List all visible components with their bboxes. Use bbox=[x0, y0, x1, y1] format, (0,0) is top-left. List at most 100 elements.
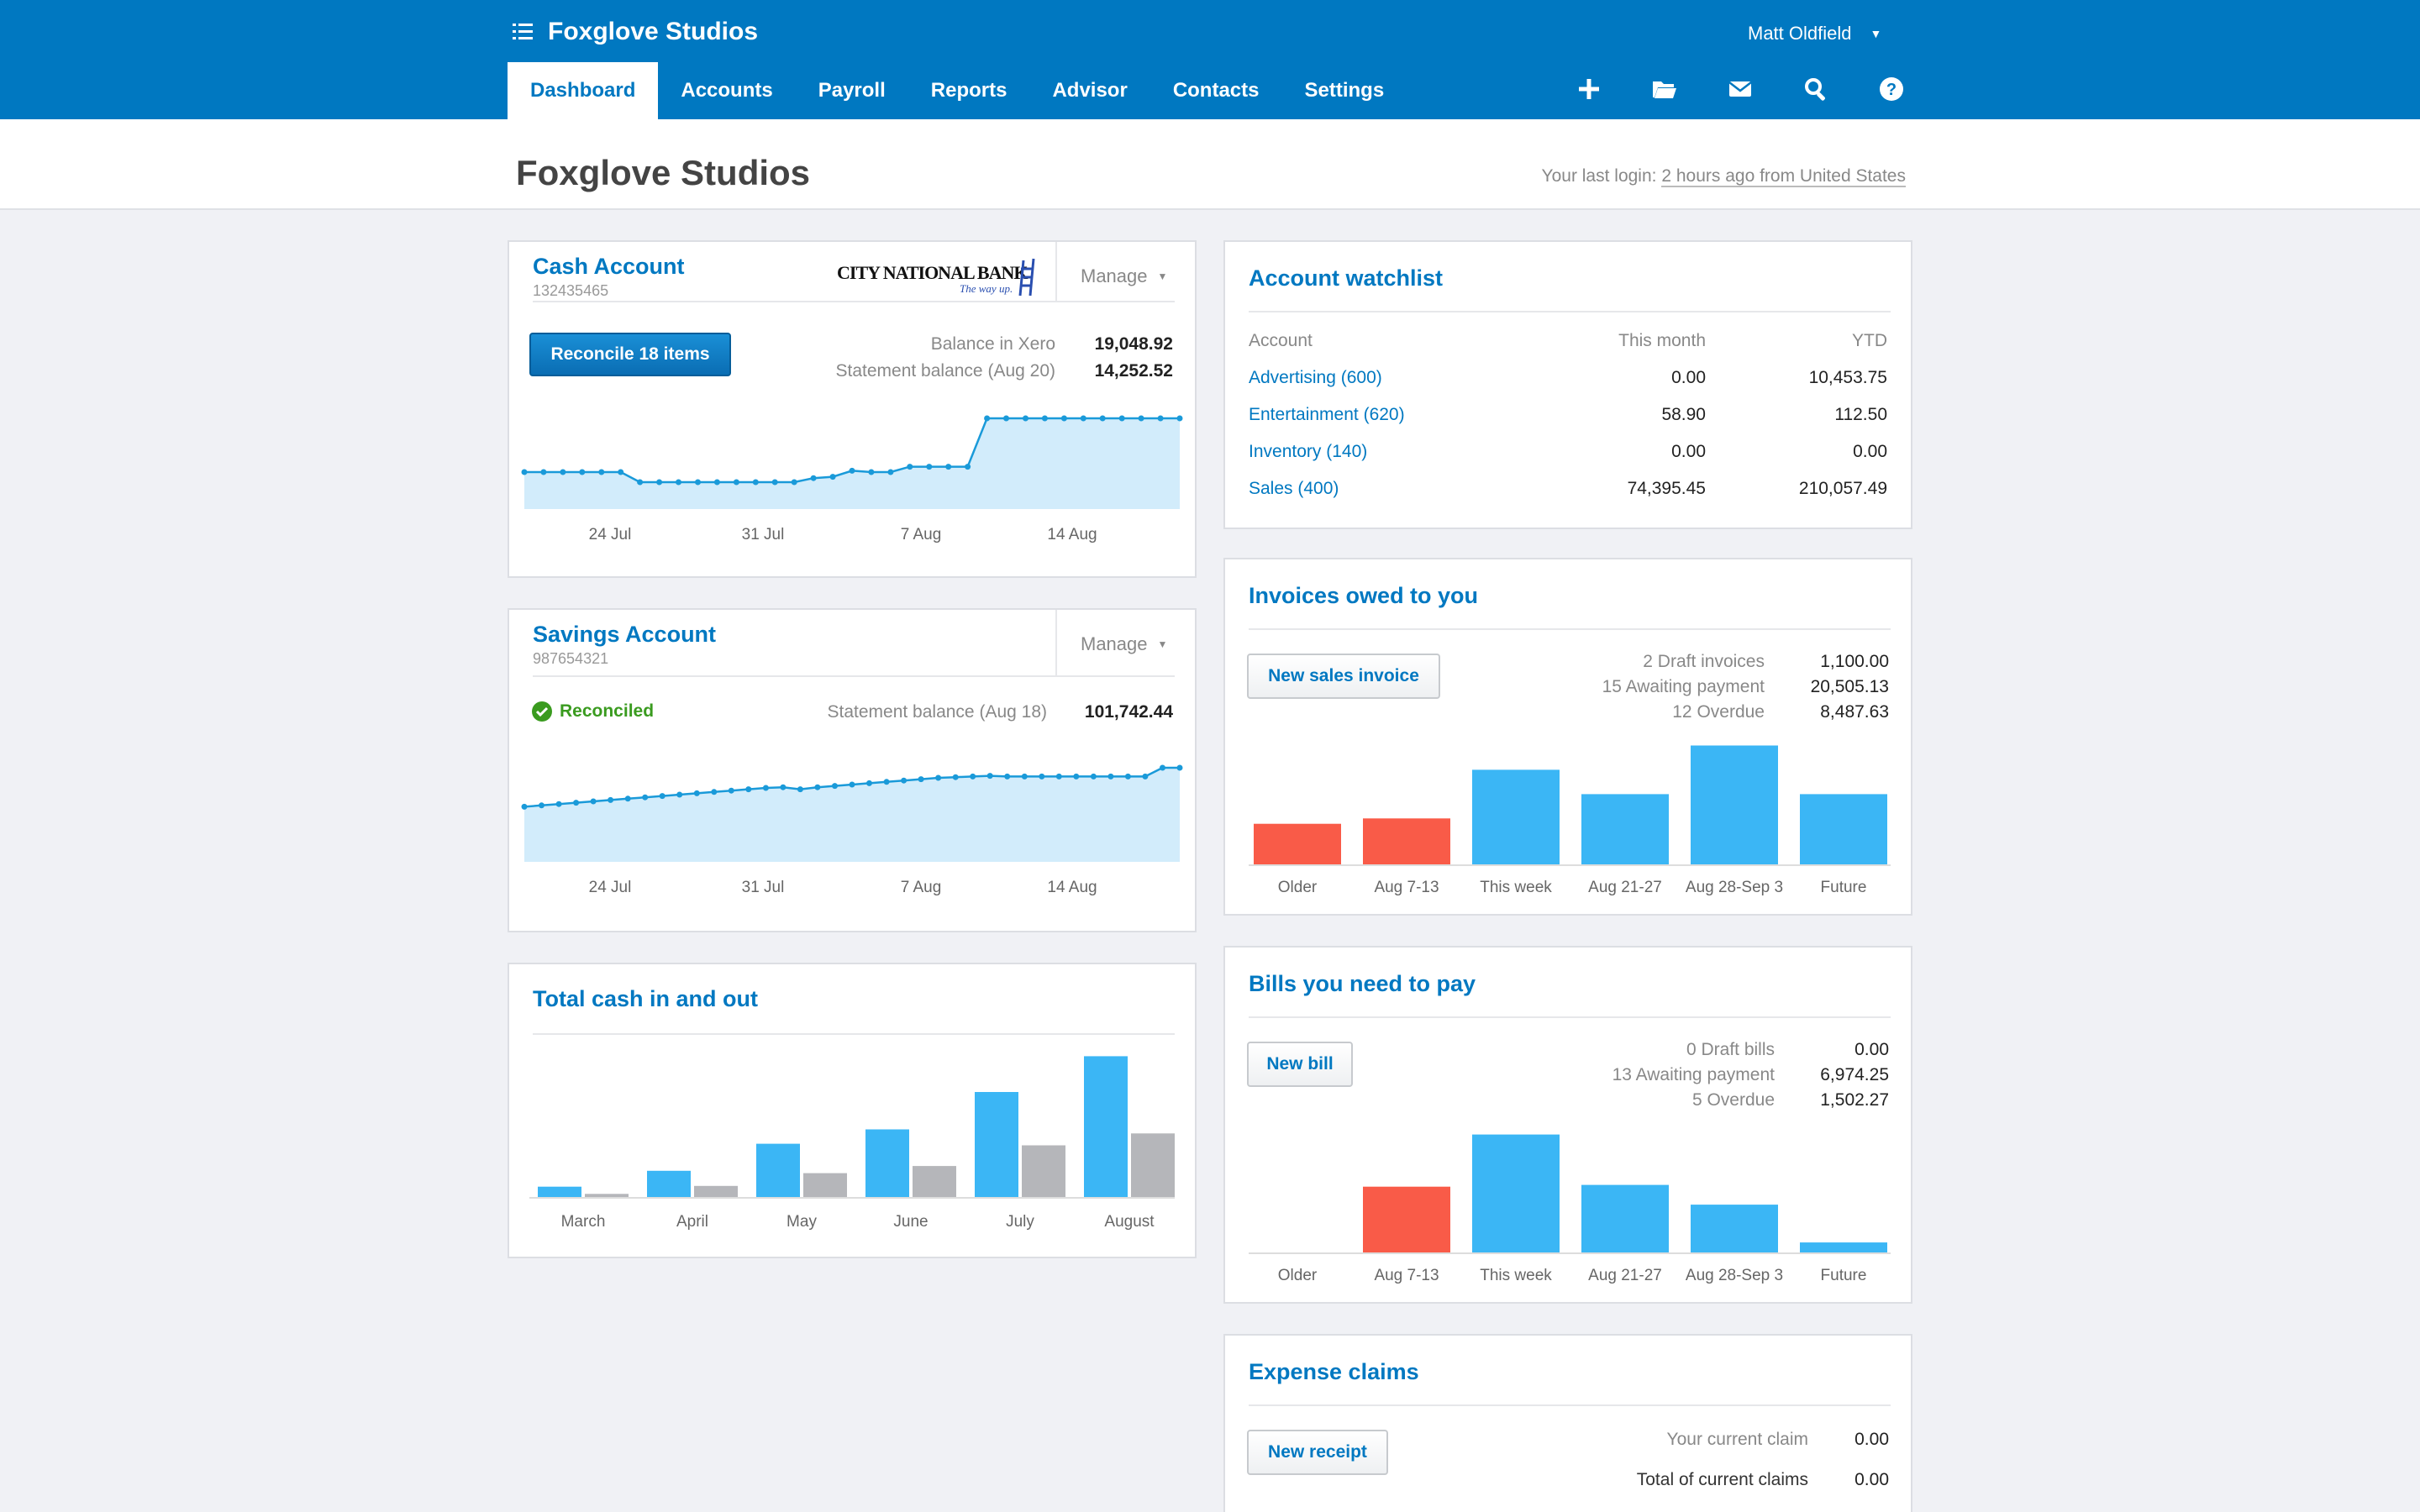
x-tick-label: Future bbox=[1821, 879, 1867, 896]
bar bbox=[1254, 823, 1341, 865]
chevron-down-icon: ▼ bbox=[1157, 270, 1168, 282]
tab-payroll[interactable]: Payroll bbox=[818, 79, 886, 102]
data-point bbox=[935, 774, 942, 781]
mail-icon[interactable] bbox=[1702, 69, 1778, 109]
data-point bbox=[745, 786, 752, 793]
data-point bbox=[1176, 415, 1183, 422]
divider bbox=[533, 301, 1175, 302]
data-point bbox=[676, 791, 683, 798]
new-bill-button[interactable]: New bill bbox=[1247, 1042, 1353, 1087]
watchlist-ytd: 210,057.49 bbox=[1798, 479, 1887, 498]
watchlist-title: Account watchlist bbox=[1249, 265, 1444, 291]
awaiting-payment-label[interactable]: 15 Awaiting payment bbox=[1602, 677, 1765, 696]
divider bbox=[1249, 1404, 1891, 1406]
data-point bbox=[521, 803, 528, 810]
watchlist-account-link[interactable]: Advertising (600) bbox=[1249, 368, 1382, 387]
cash-account-chart: 24 Jul 31 Jul 7 Aug 14 Aug bbox=[521, 415, 1183, 543]
data-point bbox=[642, 794, 649, 801]
savings-account-title[interactable]: Savings Account bbox=[533, 622, 717, 647]
data-point bbox=[1118, 415, 1125, 422]
x-tick-label: Aug 28-Sep 3 bbox=[1686, 879, 1783, 896]
data-point bbox=[986, 773, 993, 780]
bar bbox=[1472, 1134, 1560, 1253]
watchlist-account-link[interactable]: Entertainment (620) bbox=[1249, 405, 1405, 424]
plus-icon[interactable] bbox=[1551, 69, 1627, 109]
x-tick-label: This week bbox=[1480, 1267, 1552, 1284]
bar bbox=[975, 1092, 1018, 1198]
data-point bbox=[918, 776, 924, 783]
draft-invoices-value: 1,100.00 bbox=[1820, 652, 1889, 671]
expense-claims-title[interactable]: Expense claims bbox=[1249, 1359, 1419, 1384]
tab-contacts[interactable]: Contacts bbox=[1172, 79, 1260, 102]
watchlist-this-month: 58.90 bbox=[1661, 405, 1706, 424]
reconcile-button[interactable]: Reconcile 18 items bbox=[529, 333, 731, 376]
data-point bbox=[1041, 415, 1048, 422]
total-claims-label: Total of current claims bbox=[1636, 1470, 1808, 1489]
total-cash-title: Total cash in and out bbox=[533, 986, 759, 1011]
bills-title[interactable]: Bills you need to pay bbox=[1249, 971, 1476, 996]
last-login-label: Your last login: bbox=[1541, 166, 1657, 186]
x-tick-label: Aug 21-27 bbox=[1588, 1267, 1662, 1284]
x-tick-label: June bbox=[893, 1213, 928, 1231]
divider bbox=[533, 1033, 1175, 1035]
data-point bbox=[849, 467, 855, 474]
savings-account-chart: 24 Jul 31 Jul 7 Aug 14 Aug bbox=[521, 764, 1183, 896]
x-tick-label: 24 Jul bbox=[589, 879, 632, 896]
invoices-title[interactable]: Invoices owed to you bbox=[1249, 583, 1479, 608]
new-sales-invoice-button[interactable]: New sales invoice bbox=[1247, 654, 1440, 699]
awaiting-payment-label[interactable]: 13 Awaiting payment bbox=[1612, 1065, 1775, 1084]
data-point bbox=[637, 479, 644, 486]
tab-reports[interactable]: Reports bbox=[930, 79, 1007, 102]
reconciled-status: Reconciled bbox=[531, 701, 654, 722]
data-point bbox=[733, 479, 739, 486]
data-point bbox=[952, 774, 959, 780]
watchlist-account-link[interactable]: Inventory (140) bbox=[1249, 442, 1368, 461]
bar bbox=[1800, 794, 1887, 865]
last-login-link[interactable]: 2 hours ago from United States bbox=[1661, 166, 1906, 187]
account-watchlist-panel: Account watchlist Account This month YTD… bbox=[1223, 240, 1912, 529]
data-point bbox=[618, 469, 624, 475]
x-tick-label: Aug 21-27 bbox=[1588, 879, 1662, 896]
user-menu[interactable]: Matt Oldfield ▼ bbox=[1748, 18, 1881, 49]
overdue-label[interactable]: 12 Overdue bbox=[1672, 702, 1765, 722]
tab-dashboard[interactable]: Dashboard bbox=[508, 62, 659, 119]
overdue-label[interactable]: 5 Overdue bbox=[1691, 1090, 1775, 1110]
svg-text:?: ? bbox=[1886, 81, 1897, 99]
search-icon[interactable] bbox=[1778, 69, 1854, 109]
folder-icon[interactable] bbox=[1627, 69, 1702, 109]
watchlist-account-link[interactable]: Sales (400) bbox=[1249, 479, 1339, 498]
x-tick-label: 31 Jul bbox=[742, 879, 785, 896]
draft-invoices-label[interactable]: 2 Draft invoices bbox=[1643, 652, 1765, 671]
statement-label: Statement balance (Aug 20) bbox=[835, 361, 1056, 381]
page-title: Foxglove Studios bbox=[516, 153, 811, 192]
data-point bbox=[1055, 773, 1062, 780]
bills-panel: Bills you need to pay New bill 0 Draft b… bbox=[1223, 946, 1912, 1304]
user-name: Matt Oldfield bbox=[1748, 23, 1852, 44]
data-point bbox=[1004, 773, 1011, 780]
col-account: Account bbox=[1249, 331, 1313, 350]
tab-accounts[interactable]: Accounts bbox=[681, 79, 773, 102]
new-receipt-button[interactable]: New receipt bbox=[1247, 1430, 1388, 1475]
help-icon[interactable]: ? bbox=[1854, 69, 1929, 109]
bar bbox=[1022, 1145, 1065, 1198]
overdue-value: 1,502.27 bbox=[1820, 1090, 1889, 1110]
bar bbox=[1084, 1056, 1128, 1198]
draft-bills-label[interactable]: 0 Draft bills bbox=[1686, 1040, 1775, 1059]
tab-settings[interactable]: Settings bbox=[1304, 79, 1385, 102]
cash-manage-menu[interactable]: Manage ▼ bbox=[1081, 265, 1167, 287]
manage-label: Manage bbox=[1081, 633, 1148, 654]
data-point bbox=[810, 475, 817, 481]
data-point bbox=[829, 474, 836, 480]
data-point bbox=[965, 464, 971, 470]
cash-account-panel: Cash Account 132435465 CITY NATIONAL BAN… bbox=[508, 240, 1197, 578]
awaiting-payment-value: 6,974.25 bbox=[1820, 1065, 1889, 1084]
bar bbox=[1472, 769, 1560, 865]
org-switcher[interactable]: Foxglove Studios bbox=[511, 15, 758, 49]
cash-account-title[interactable]: Cash Account bbox=[533, 254, 685, 279]
data-point bbox=[560, 469, 566, 475]
invoices-chart: Older Aug 7-13 This week Aug 21-27 Aug 28-Se… bbox=[1249, 745, 1891, 896]
data-point bbox=[598, 469, 605, 475]
tab-advisor[interactable]: Advisor bbox=[1052, 79, 1128, 102]
divider bbox=[1249, 1016, 1891, 1018]
savings-manage-menu[interactable]: Manage ▼ bbox=[1081, 633, 1167, 655]
